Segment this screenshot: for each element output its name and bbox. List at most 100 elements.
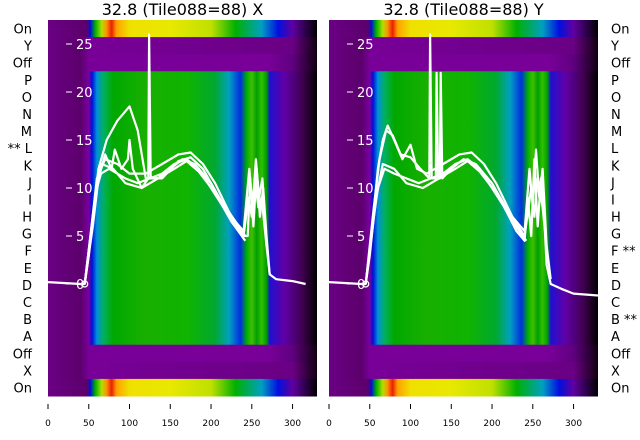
x-tick-label: 100 xyxy=(121,419,138,429)
y-tick-label: 20 xyxy=(76,86,93,101)
series-line-line4 xyxy=(364,160,528,285)
heatmap-row xyxy=(329,122,598,141)
min-marker xyxy=(81,280,89,288)
heatmap-row xyxy=(329,276,598,294)
chart-title: 32.8 (Tile088=88) Y xyxy=(383,0,544,19)
row-label: O xyxy=(22,91,32,106)
row-label: ** L xyxy=(8,142,33,157)
row-label: I xyxy=(611,193,615,208)
heatmap-row xyxy=(329,105,598,124)
x-tick-label: 50 xyxy=(83,419,95,429)
row-label: K xyxy=(611,159,620,174)
x-tick-label: 100 xyxy=(402,419,419,429)
heatmap-row xyxy=(329,293,598,312)
row-label: A xyxy=(23,330,32,345)
heatmap-row xyxy=(48,378,317,397)
row-label: N xyxy=(22,108,32,123)
y-tick-label: 25 xyxy=(76,38,93,53)
heatmap-row xyxy=(48,259,317,277)
row-label: On xyxy=(611,23,629,38)
heatmap-row xyxy=(48,208,317,226)
row-label: N xyxy=(611,108,621,123)
x-tick-label: 0 xyxy=(45,419,51,429)
heatmap-row xyxy=(329,378,598,397)
heatmap-row xyxy=(329,54,598,72)
heatmap-row xyxy=(329,310,598,329)
row-label: G xyxy=(611,228,621,243)
row-label: E xyxy=(611,262,619,277)
heatmap-row xyxy=(329,242,598,260)
row-label: Y xyxy=(610,40,619,55)
row-label: D xyxy=(22,279,32,294)
row-label: C xyxy=(23,296,32,311)
row-label: On xyxy=(611,381,629,396)
row-label: Off xyxy=(611,347,631,362)
chart-title: 32.8 (Tile088=88) X xyxy=(102,0,264,19)
row-label: P xyxy=(24,74,32,89)
row-label: M xyxy=(611,125,622,140)
y-tick-label: 5 xyxy=(357,230,365,245)
heatmap-row xyxy=(329,71,598,89)
row-label: C xyxy=(611,296,620,311)
x-tick-label: 300 xyxy=(284,419,301,429)
x-tick-label: 50 xyxy=(364,419,376,429)
heatmap-row xyxy=(329,37,598,55)
row-label: Off xyxy=(13,347,33,362)
row-label: J xyxy=(27,176,32,191)
x-tick-label: 200 xyxy=(483,419,500,429)
heatmap-row xyxy=(48,293,317,312)
row-label: X xyxy=(611,364,620,379)
heatmap-row xyxy=(48,20,317,38)
row-label: K xyxy=(23,159,32,174)
row-label: H xyxy=(22,211,32,226)
row-label: I xyxy=(28,193,32,208)
row-label: J xyxy=(610,176,615,191)
heatmap-row xyxy=(48,344,317,363)
row-label: Y xyxy=(23,40,32,55)
series-line-line5 xyxy=(83,160,247,285)
row-label: Off xyxy=(13,57,33,72)
heatmap-row xyxy=(48,54,317,72)
heatmap-row xyxy=(329,20,598,38)
row-label: D xyxy=(611,279,621,294)
heatmap-row xyxy=(48,225,317,243)
heatmap-row xyxy=(48,310,317,329)
row-label: M xyxy=(21,125,32,140)
heatmap-row xyxy=(329,344,598,363)
row-label: H xyxy=(611,211,621,226)
heatmap-row xyxy=(48,105,317,124)
x-tick-label: 250 xyxy=(243,419,260,429)
heatmap-row xyxy=(329,208,598,226)
y-tick-label: 20 xyxy=(357,86,374,101)
x-tick-label: 150 xyxy=(162,419,179,429)
heatmap-row xyxy=(48,122,317,141)
y-tick-label: 10 xyxy=(357,182,374,197)
y-tick-label: 0 xyxy=(76,278,84,293)
y-tick-label: 5 xyxy=(76,230,84,245)
row-label: Off xyxy=(611,57,631,72)
row-label: On xyxy=(14,23,32,38)
y-tick-label: 25 xyxy=(357,38,374,53)
y-tick-label: 0 xyxy=(357,278,365,293)
min-marker xyxy=(362,280,370,288)
y-tick-label: 15 xyxy=(357,134,374,149)
y-tick-label: 15 xyxy=(76,134,93,149)
row-label: O xyxy=(611,91,621,106)
x-tick-label: 150 xyxy=(443,419,460,429)
row-label: B xyxy=(23,313,32,328)
heatmap-row xyxy=(48,327,317,346)
row-label: F ** xyxy=(611,245,636,260)
heatmap-row xyxy=(48,88,317,106)
row-label: P xyxy=(611,74,619,89)
x-tick-label: 300 xyxy=(565,419,582,429)
row-label: X xyxy=(23,364,32,379)
heatmap-row xyxy=(329,327,598,346)
heatmap-row xyxy=(48,37,317,55)
row-label: L xyxy=(611,142,619,157)
heatmap-row xyxy=(48,242,317,260)
heatmap-row xyxy=(48,276,317,294)
